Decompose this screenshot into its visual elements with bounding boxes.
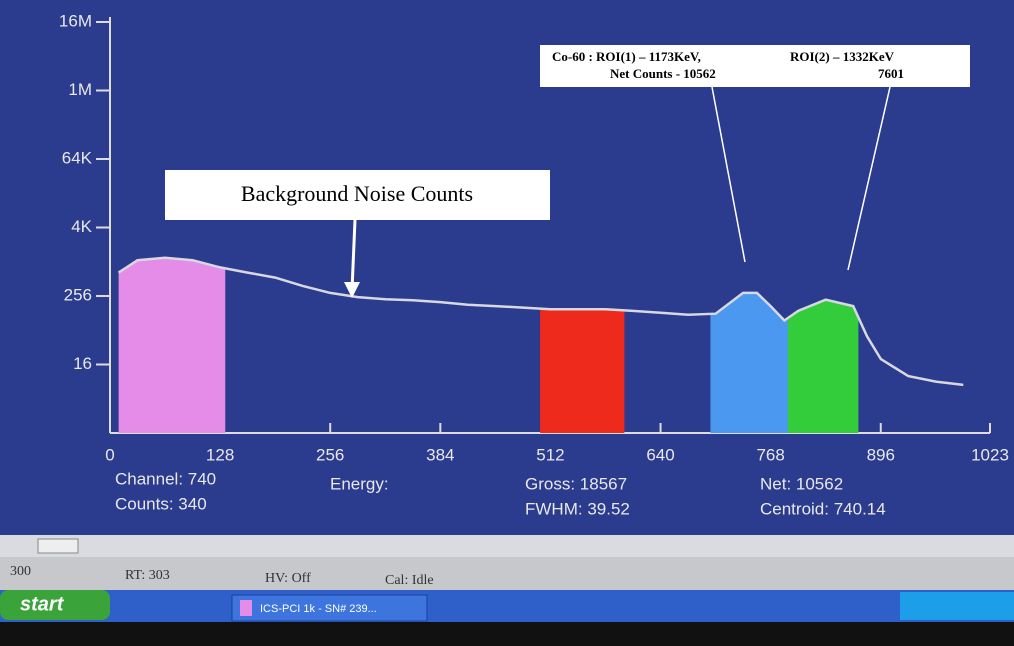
start-label[interactable]: start: [20, 593, 65, 615]
page: {"chart_data": {"type": "line", "log_y":…: [0, 0, 1014, 641]
status-text: HV: Off: [265, 571, 311, 586]
task-icon: [240, 600, 252, 616]
taskbar: [0, 590, 1014, 622]
x-tick-label: 128: [206, 445, 234, 464]
x-tick-label: 1023: [971, 445, 1009, 464]
x-tick-label: 384: [426, 445, 454, 464]
readout-energy: Energy:: [330, 474, 389, 493]
x-tick-label: 0: [105, 445, 114, 464]
x-tick-label: 896: [867, 445, 895, 464]
y-tick-label: 4K: [71, 217, 92, 236]
annotation-text: 7601: [878, 66, 904, 81]
y-tick-label: 16M: [59, 11, 92, 30]
annotation-text: Co-60 : ROI(1) – 1173KeV,: [552, 49, 701, 64]
task-label[interactable]: ICS-PCI 1k - SN# 239...: [260, 603, 377, 615]
readout-fwhm: FWHM: 39.52: [525, 499, 630, 518]
x-tick-label: 256: [316, 445, 344, 464]
x-tick-label: 768: [756, 445, 784, 464]
screen: 16 256 4K 64K 1M 16M 0 128 256 384 512 640 768 896 102…: [0, 0, 1014, 641]
x-tick-label: 512: [536, 445, 564, 464]
annotation-text: Net Counts - 10562: [610, 66, 716, 81]
annotation-text: Background Noise Counts: [241, 181, 473, 206]
readout-net: Net: 10562: [760, 474, 843, 493]
scroll-buttons[interactable]: [38, 539, 78, 553]
y-tick-label: 64K: [62, 148, 93, 167]
readout-gross: Gross: 18567: [525, 474, 627, 493]
y-tick-label: 1M: [68, 80, 92, 99]
status-text: Cal: Idle: [385, 573, 434, 588]
readout-counts: Counts: 340: [115, 494, 207, 513]
annotation-text: ROI(2) – 1332KeV: [790, 49, 895, 64]
y-tick-label: 256: [64, 285, 92, 304]
readout-centroid: Centroid: 740.14: [760, 499, 886, 518]
readout-channel: Channel: 740: [115, 469, 216, 488]
status-text: RT: 303: [125, 568, 170, 583]
toolbar: [0, 535, 1014, 557]
tray: [900, 592, 1014, 620]
x-tick-label: 640: [646, 445, 674, 464]
y-tick-label: 16: [73, 354, 92, 373]
status-text: 300: [10, 564, 31, 579]
